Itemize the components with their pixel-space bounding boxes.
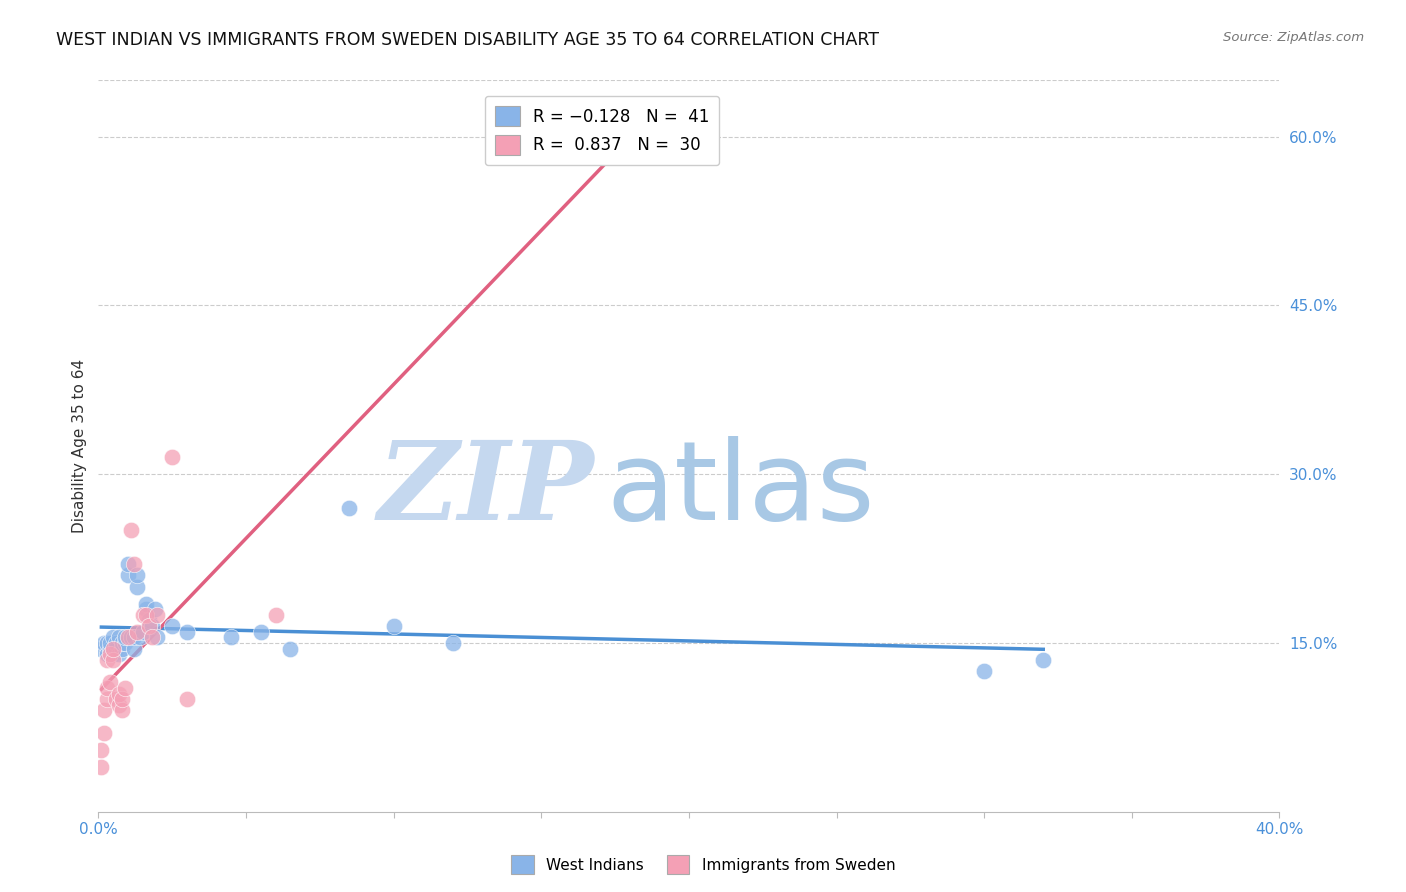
Point — [96, 653, 118, 667]
Point — [973, 664, 995, 678]
Legend: R = −0.128   N =  41, R =  0.837   N =  30: R = −0.128 N = 41, R = 0.837 N = 30 — [485, 96, 720, 165]
Point — [132, 607, 155, 622]
Point — [90, 641, 112, 656]
Point — [339, 500, 360, 515]
Point — [117, 630, 139, 644]
Point — [105, 641, 128, 656]
Point — [122, 557, 145, 571]
Point — [105, 692, 128, 706]
Point — [96, 636, 118, 650]
Point — [135, 607, 157, 622]
Point — [125, 624, 148, 639]
Point — [114, 681, 136, 695]
Y-axis label: Disability Age 35 to 64: Disability Age 35 to 64 — [72, 359, 87, 533]
Point — [117, 568, 139, 582]
Point — [105, 636, 128, 650]
Point — [135, 597, 157, 611]
Point — [120, 630, 142, 644]
Point — [98, 636, 121, 650]
Point — [96, 681, 118, 695]
Point — [103, 653, 125, 667]
Point — [141, 619, 163, 633]
Point — [176, 624, 198, 639]
Text: atlas: atlas — [606, 436, 875, 543]
Point — [146, 630, 169, 644]
Legend: West Indians, Immigrants from Sweden: West Indians, Immigrants from Sweden — [505, 849, 901, 880]
Point — [93, 636, 115, 650]
Point — [128, 630, 150, 644]
Point — [125, 568, 148, 582]
Point — [114, 636, 136, 650]
Point — [382, 619, 405, 633]
Point — [111, 692, 134, 706]
Text: WEST INDIAN VS IMMIGRANTS FROM SWEDEN DISABILITY AGE 35 TO 64 CORRELATION CHART: WEST INDIAN VS IMMIGRANTS FROM SWEDEN DI… — [56, 31, 879, 49]
Point — [108, 698, 131, 712]
Point — [250, 624, 273, 639]
Text: Source: ZipAtlas.com: Source: ZipAtlas.com — [1223, 31, 1364, 45]
Point — [146, 607, 169, 622]
Point — [162, 450, 183, 465]
Point — [122, 630, 145, 644]
Point — [111, 641, 134, 656]
Point — [108, 647, 131, 661]
Point — [98, 641, 121, 656]
Point — [162, 619, 183, 633]
Point — [141, 630, 163, 644]
Point — [219, 630, 242, 644]
Point — [132, 624, 155, 639]
Point — [122, 641, 145, 656]
Point — [108, 687, 131, 701]
Point — [264, 607, 287, 622]
Point — [441, 636, 464, 650]
Point — [117, 557, 139, 571]
Point — [90, 743, 112, 757]
Point — [108, 630, 131, 644]
Point — [98, 647, 121, 661]
Point — [111, 636, 134, 650]
Point — [96, 692, 118, 706]
Point — [125, 580, 148, 594]
Point — [114, 630, 136, 644]
Point — [278, 641, 302, 656]
Point — [96, 647, 118, 661]
Point — [143, 602, 166, 616]
Point — [103, 630, 125, 644]
Point — [138, 619, 160, 633]
Point — [176, 692, 198, 706]
Text: ZIP: ZIP — [378, 436, 595, 543]
Point — [90, 760, 112, 774]
Point — [1032, 653, 1054, 667]
Point — [103, 641, 125, 656]
Point — [111, 703, 134, 717]
Point — [120, 524, 142, 538]
Point — [93, 703, 115, 717]
Point — [138, 614, 160, 628]
Point — [103, 647, 125, 661]
Point — [135, 602, 157, 616]
Point — [93, 726, 115, 740]
Point — [98, 675, 121, 690]
Point — [619, 118, 641, 132]
